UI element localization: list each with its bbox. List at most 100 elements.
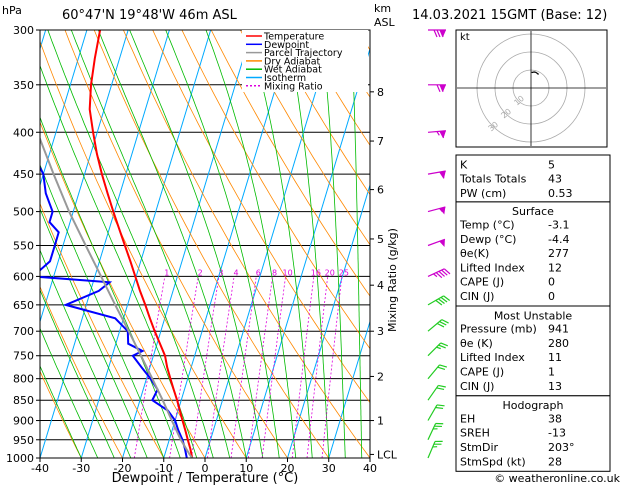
mixing-ratio-label: 8 <box>272 268 277 277</box>
legend-item-label: Dry Adiabat <box>264 56 321 67</box>
altitude-tick-label: 8 <box>377 86 384 99</box>
wind-barb-flag <box>435 272 443 279</box>
indices-row-value: 280 <box>548 337 569 350</box>
isotherm-line <box>40 30 129 324</box>
wind-barb-half <box>433 428 438 430</box>
pressure-tick-label: 550 <box>13 239 34 252</box>
legend-item-label: Dewpoint <box>264 40 309 51</box>
temperature-tick-label: -10 <box>155 462 173 475</box>
wind-barb <box>427 440 443 459</box>
mixing-ratio-label: 4 <box>234 268 239 277</box>
legend-item-label: Parcel Trajectory <box>264 48 343 59</box>
isotherm-line <box>122 30 253 458</box>
dry-adiabat <box>93 30 330 458</box>
indices-row-label: StmDir <box>460 441 499 454</box>
mixing-ratio-label: 3 <box>218 268 223 277</box>
indices-row-label: K <box>460 158 468 171</box>
indices-row-value: 12 <box>548 261 562 274</box>
wet-adiabat <box>70 30 231 458</box>
indices-row-label: Lifted Index <box>460 261 525 274</box>
wind-barb-staff <box>427 319 443 332</box>
hodograph-trace <box>531 71 539 75</box>
wind-barb <box>427 319 449 332</box>
wind-barb <box>427 342 449 357</box>
wind-barb-staff <box>427 385 439 401</box>
temperature-tick-label: -30 <box>72 462 90 475</box>
legend-item-label: Wet Adiabat <box>264 65 322 76</box>
wet-adiabat <box>47 30 214 458</box>
isotherm-line <box>328 319 370 458</box>
indices-row-value: -13 <box>548 427 566 440</box>
indices-row-label: Pressure (mb) <box>460 323 537 336</box>
altitude-tick-label: 7 <box>377 135 384 148</box>
indices-row-label: Lifted Index <box>460 351 525 364</box>
mixing-ratio-line <box>207 276 235 458</box>
mixing-ratio-label: 6 <box>256 268 261 277</box>
wind-barb-staff <box>427 423 437 441</box>
wind-barb-flag <box>438 384 446 388</box>
pressure-tick-label: 700 <box>13 325 34 338</box>
altitude-tick-label: LCL <box>377 448 398 461</box>
wind-barb <box>427 422 444 441</box>
dry-adiabat <box>40 202 165 458</box>
wind-barb-flag <box>436 387 445 391</box>
indices-section-title: Most Unstable <box>494 309 573 322</box>
series-parcel-trajectory <box>40 136 194 458</box>
wind-barb-staff <box>427 342 442 357</box>
dry-adiabat <box>40 121 206 458</box>
indices-row-value: 0.53 <box>548 187 573 200</box>
temperature-tick-label: -40 <box>31 462 49 475</box>
credit-text: © weatheronline.co.uk <box>494 472 620 485</box>
pressure-tick-label: 950 <box>13 434 34 447</box>
dry-adiabat <box>64 30 288 458</box>
wind-barb <box>427 238 446 247</box>
pressure-tick-label: 450 <box>13 168 34 181</box>
wind-barb-staff <box>427 441 436 459</box>
mixing-ratio-label: 20 <box>325 268 335 277</box>
wind-barb <box>427 130 446 139</box>
pressure-tick-label: 650 <box>13 299 34 312</box>
altitude-axis: 8 7 6 5 4 3 2 1 LCL <box>370 86 398 461</box>
mixing-ratio-label: 16 <box>311 268 321 277</box>
indices-row-value: 277 <box>548 247 569 260</box>
indices-section-title: Surface <box>512 205 554 218</box>
indices-box <box>455 201 611 307</box>
series-dewpoint <box>40 165 188 458</box>
wind-barb-half <box>433 273 438 278</box>
wind-barb-flag <box>433 29 438 38</box>
pressure-tick-label: 350 <box>13 79 34 92</box>
temperature-axis: -40 -30 -20 -10 0 10 20 30 40 <box>31 458 377 475</box>
wind-barb-flag <box>438 298 445 304</box>
indices-section-title: Hodograph <box>503 399 564 412</box>
wind-barb-staff <box>427 130 446 133</box>
dry-adiabat <box>40 370 82 458</box>
isotherm-line <box>287 183 370 458</box>
wind-barb-flag <box>436 29 441 38</box>
wind-barb <box>427 364 448 380</box>
mixing-ratio-labels: 1 2 3 4 6 8 10 16 20 25 <box>164 268 349 277</box>
wind-barb-flag <box>436 322 445 328</box>
mixing-ratio-label: 25 <box>339 268 349 277</box>
wind-barb-flag <box>439 29 444 38</box>
pressure-tick-label: 1000 <box>6 452 34 465</box>
indices-row-value: 5 <box>548 158 555 171</box>
hodograph-frame <box>455 29 608 148</box>
wind-barb <box>427 206 446 215</box>
legend-item-label: Temperature <box>263 32 324 43</box>
location-title: 60°47'N 19°48'W 46m ASL <box>62 8 238 23</box>
wind-barb-flag <box>441 269 448 276</box>
wet-adiabat <box>40 327 99 458</box>
wind-barb-flag <box>436 84 441 93</box>
wet-adiabat <box>129 30 264 458</box>
wind-barb-flag <box>433 443 442 445</box>
wind-barb-flag <box>435 422 444 425</box>
indices-row-value: 38 <box>548 412 562 425</box>
indices-row-label: CIN (J) <box>460 290 494 303</box>
indices-row-value: 0 <box>548 290 555 303</box>
dry-adiabat <box>181 30 370 350</box>
temperature-tick-label: 10 <box>239 462 253 475</box>
pressure-tick-label: 500 <box>13 206 34 219</box>
wet-adiabat <box>321 30 346 458</box>
indices-row-label: θe(K) <box>460 247 489 260</box>
